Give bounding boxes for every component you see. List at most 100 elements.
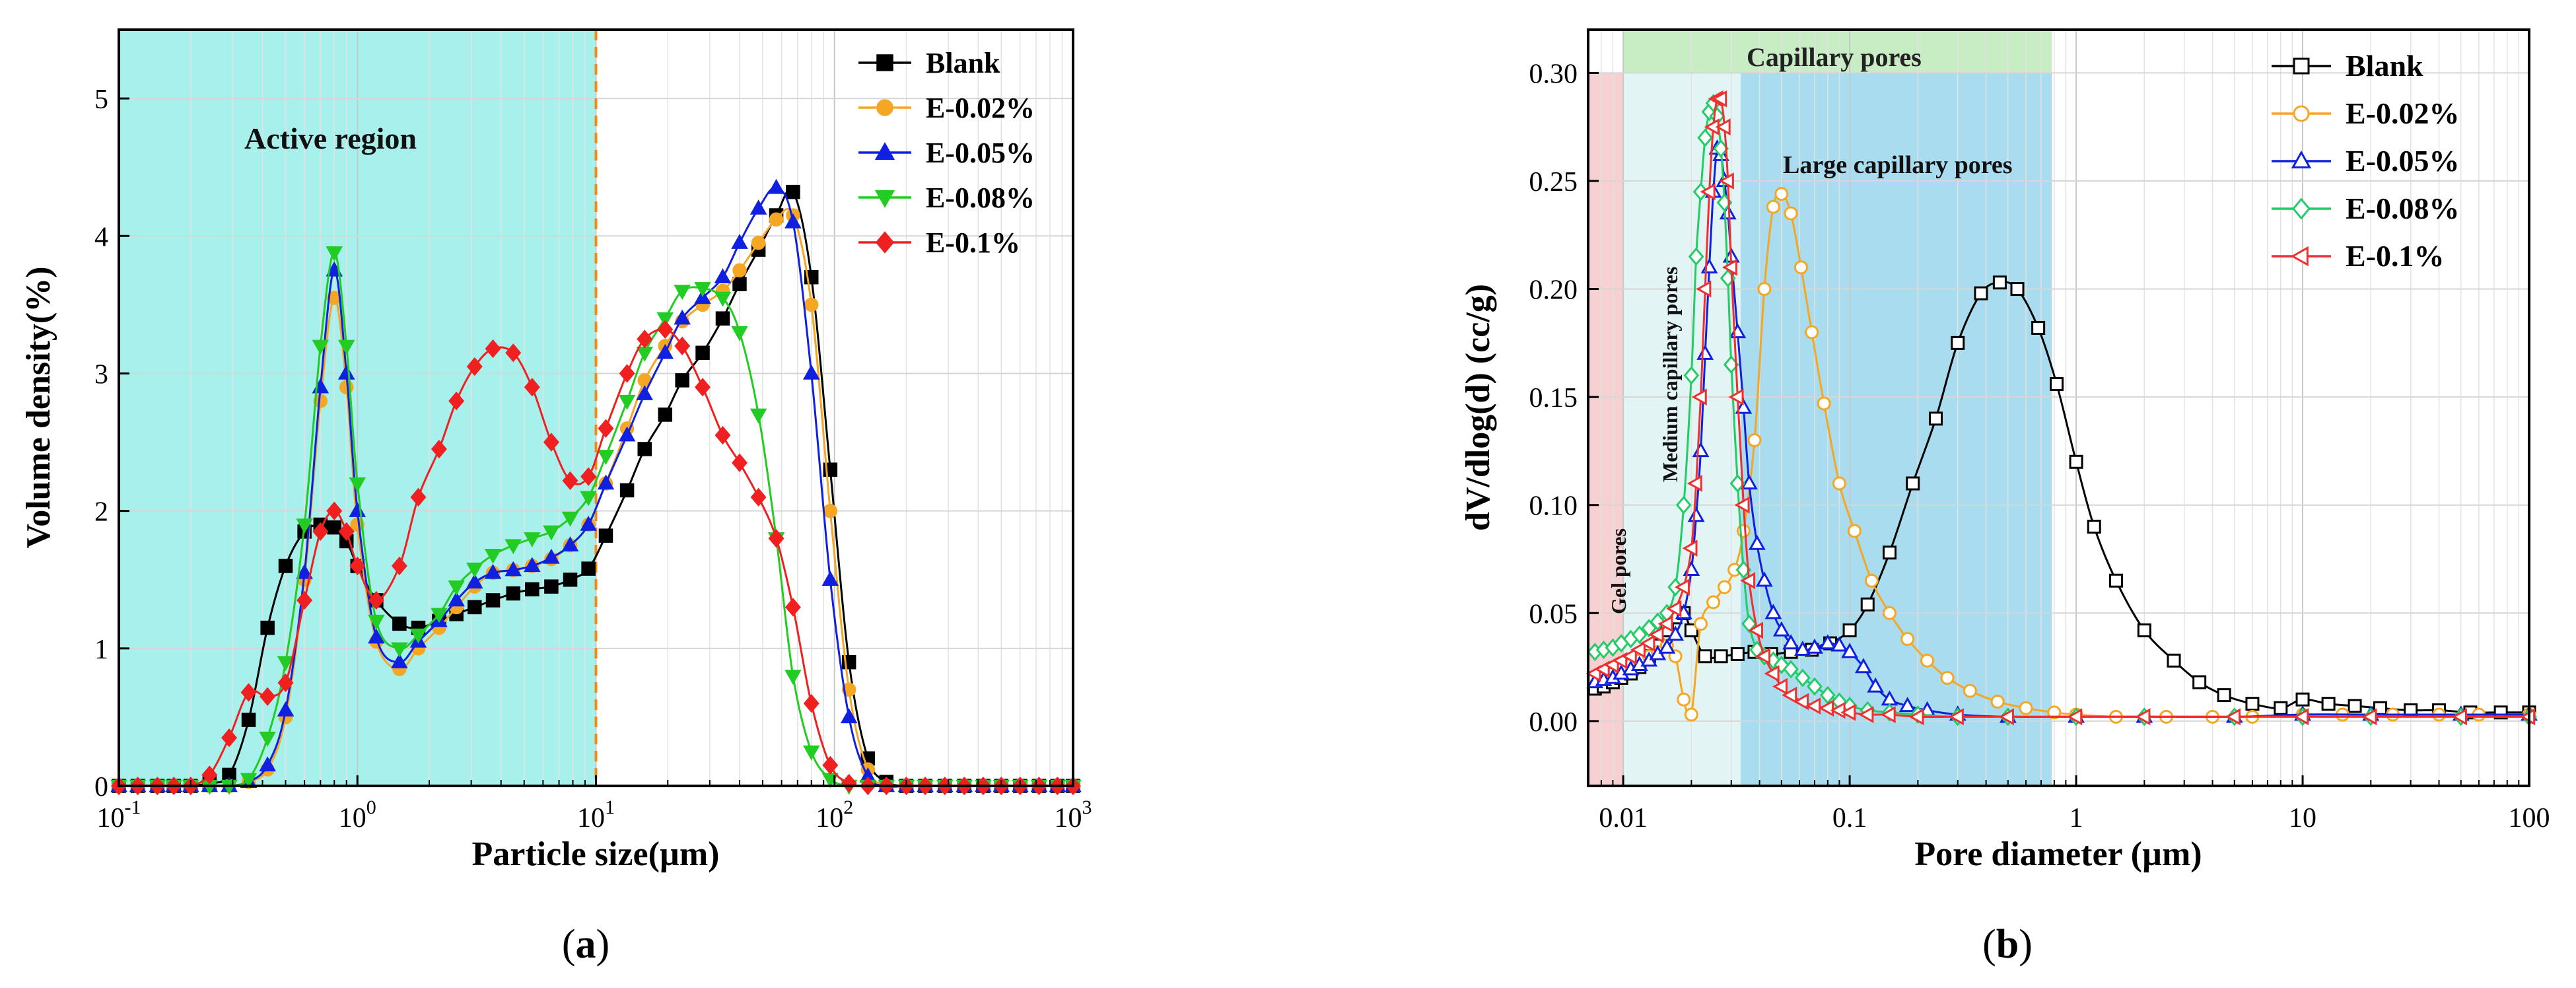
a-legend-item-blank: Blank	[858, 47, 1000, 79]
b-point-e-0-1	[1657, 615, 1673, 633]
a-point-e-0-08	[368, 614, 385, 630]
b-point-e-0-1	[1948, 708, 1964, 726]
a-point-e-0-08	[694, 282, 711, 297]
a-point-e-0-08	[431, 608, 448, 623]
a-point-blank	[506, 586, 520, 601]
a-point-blank	[637, 442, 652, 456]
a-legend-item-e-0-02: E-0.02%	[858, 92, 1035, 124]
a-point-blank	[485, 593, 501, 608]
b-x-tick-label: 10	[2289, 803, 2316, 833]
a-x-axis-title: Particle size(µm)	[472, 835, 720, 873]
b-point-e-0-08	[1773, 655, 1790, 674]
a-point-e-0-02	[804, 297, 819, 312]
b-point-e-0-02	[1706, 595, 1721, 610]
a-axis-ticks: 0 1 2 3 4 5 10-1 100 101 102 103	[94, 85, 1092, 833]
a-point-e-0-08	[731, 326, 748, 341]
b-point-blank	[2167, 653, 2181, 668]
b-legend-item-blank: Blank	[2272, 49, 2423, 83]
a-point-e-0-1	[368, 590, 384, 610]
b-point-e-0-1	[1782, 686, 1797, 704]
a-point-e-0-1	[466, 357, 483, 376]
b-point-blank	[1842, 623, 1857, 637]
a-point-e-0-1	[312, 522, 329, 542]
b-point-e-0-02	[2047, 705, 2062, 720]
b-point-e-0-05	[1755, 571, 1773, 587]
b-legend-label: Blank	[2346, 49, 2423, 83]
a-legend-label: E-0.05%	[926, 137, 1035, 169]
a-legend-swatch-marker	[876, 54, 893, 71]
b-point-blank	[1882, 546, 1897, 560]
b-point-e-0-02	[1784, 206, 1798, 221]
b-point-e-0-02	[1940, 670, 1955, 685]
a-point-blank	[786, 184, 800, 199]
b-point-e-0-1	[1818, 699, 1834, 717]
a-y-tick-label: 1	[94, 635, 108, 665]
b-point-e-0-02	[1847, 524, 1862, 538]
b-point-e-0-08	[1650, 612, 1666, 631]
a-point-e-0-08	[543, 525, 560, 541]
a-point-blank	[695, 345, 710, 360]
b-point-blank	[1992, 275, 2007, 290]
b-point-e-0-05	[1782, 634, 1799, 650]
a-point-e-0-05	[561, 536, 579, 551]
b-point-e-0-02	[1757, 282, 1772, 297]
b-point-e-0-1	[1908, 708, 1924, 726]
a-point-blank	[392, 616, 407, 631]
a-point-blank	[241, 713, 256, 727]
b-point-e-0-08	[1688, 247, 1704, 266]
a-point-e-0-1	[221, 728, 238, 748]
a-y-tick-label: 0	[94, 772, 108, 802]
a-point-e-0-1	[448, 391, 465, 411]
a-point-e-0-05	[731, 234, 748, 249]
b-point-e-0-1	[1880, 706, 1896, 723]
a-point-e-0-05	[784, 213, 802, 229]
a-point-e-0-1	[391, 556, 407, 576]
a-point-e-0-1	[768, 529, 784, 548]
a-point-e-0-1	[598, 419, 614, 438]
a-point-e-0-02	[732, 263, 747, 278]
b-point-e-0-1	[1728, 388, 1744, 406]
panel-b-chart: 0.00 0.05 0.10 0.15 0.20 0.25 0.30 0.01 0.1 1 10 10…	[1459, 28, 2550, 967]
a-point-e-0-05	[296, 563, 313, 579]
b-point-e-0-1	[1612, 652, 1628, 670]
panel-a-caption: (a)	[562, 922, 609, 967]
a-point-e-0-08	[484, 549, 502, 564]
b-point-e-0-1	[1840, 703, 1856, 721]
a-point-blank	[732, 277, 747, 291]
a-legend-item-e-0-05: E-0.05%	[858, 137, 1035, 169]
a-point-e-0-1	[803, 693, 819, 713]
a-point-blank	[581, 561, 596, 576]
b-legend-swatch-marker	[2293, 57, 2310, 75]
b-legend-swatch-marker	[2290, 246, 2309, 267]
b-grid-layer	[1588, 30, 2529, 786]
b-point-e-0-05	[1830, 636, 1848, 652]
b-plot-frame	[1587, 28, 2530, 787]
a-y-axis-title: Volume density(%)	[20, 266, 57, 548]
b-x-tick-label: 0.01	[1599, 803, 1648, 833]
b-point-e-0-05	[1793, 641, 1811, 656]
b-point-e-0-1	[1700, 183, 1716, 201]
b-point-blank	[1730, 647, 1745, 661]
a-point-e-0-08	[312, 339, 330, 355]
a-x-tick-label: 102	[816, 796, 853, 833]
b-point-blank	[2108, 573, 2123, 588]
b-legend-swatch-marker	[2291, 197, 2311, 220]
a-point-e-0-08	[505, 539, 522, 555]
b-legend-label: E-0.1%	[2346, 239, 2445, 273]
a-point-e-0-08	[277, 656, 295, 672]
a-point-e-0-05	[767, 178, 785, 194]
b-point-e-0-1	[1691, 388, 1707, 406]
b-x-axis-title: Pore diameter (µm)	[1914, 835, 2202, 873]
b-capillary-pores-label: Capillary pores	[1747, 42, 1922, 72]
b-point-e-0-1	[2293, 708, 2309, 726]
a-point-e-0-08	[259, 731, 276, 747]
a-point-e-0-05	[543, 548, 560, 564]
a-point-e-0-1	[410, 487, 427, 507]
a-region-label: Active region	[244, 122, 417, 155]
b-point-e-0-02	[1793, 260, 1808, 275]
b-legend-item-e-0-05: E-0.05%	[2272, 144, 2460, 178]
b-point-blank	[1714, 649, 1728, 664]
b-y-axis-title: dV/dlog(d) (cc/g)	[1459, 284, 1497, 531]
b-point-e-0-1	[1755, 647, 1771, 665]
b-point-blank	[2321, 697, 2336, 711]
